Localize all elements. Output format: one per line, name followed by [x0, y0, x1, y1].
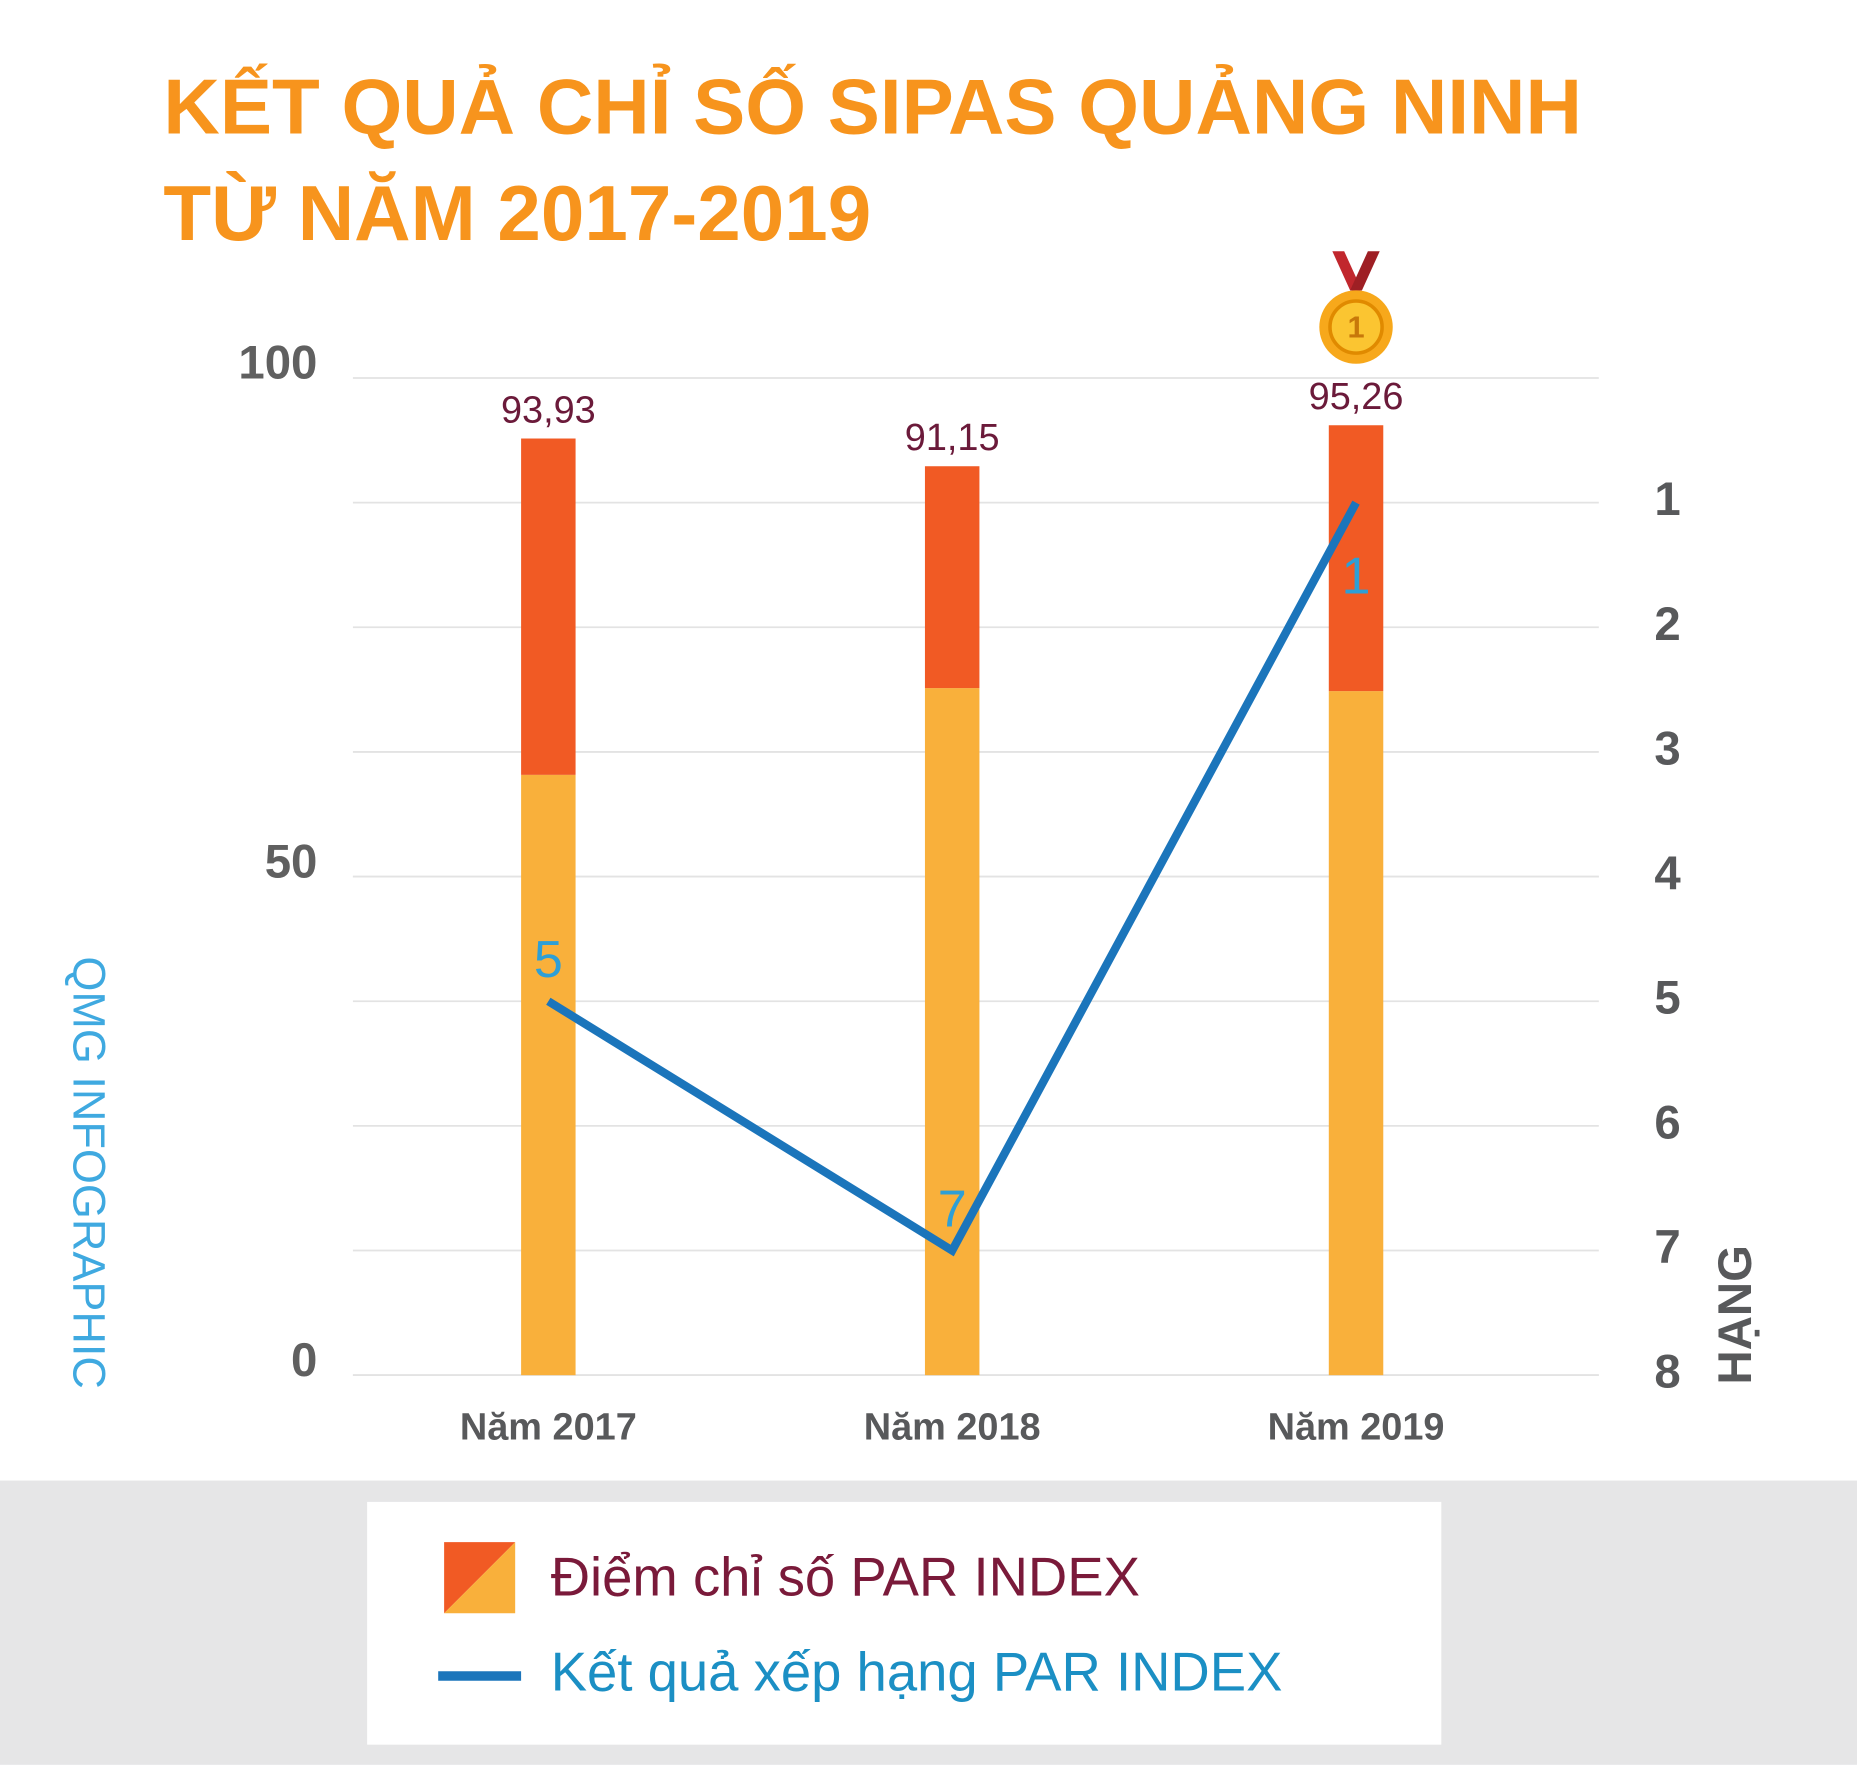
- value-label: 91,15: [905, 417, 1000, 459]
- legend-box: [367, 1501, 1442, 1745]
- legend-bar-swatch: [444, 1542, 516, 1614]
- y2-axis-label: HẠNG: [1709, 1245, 1762, 1384]
- chart-title: KẾT QUẢ CHỈ SỐ SIPAS QUẢNG NINH: [163, 62, 1582, 150]
- bar: [924, 466, 980, 689]
- legend-label: Điểm chỉ số PAR INDEX: [551, 1547, 1140, 1608]
- y2-tick-label: 4: [1654, 847, 1681, 900]
- bar: [521, 438, 576, 775]
- y-tick-label: 100: [238, 337, 317, 390]
- value-label: 1: [1342, 547, 1371, 605]
- bar-base: [924, 688, 980, 1376]
- y2-tick-label: 5: [1654, 972, 1680, 1025]
- svg-text:1: 1: [1347, 310, 1364, 345]
- value-label: 5: [534, 931, 563, 989]
- legend-label: Kết quả xếp hạng PAR INDEX: [551, 1641, 1283, 1702]
- x-tick-label: Năm 2019: [1268, 1407, 1445, 1449]
- y2-tick-label: 7: [1654, 1221, 1680, 1274]
- watermark: QMG INFOGRAPHIC: [63, 956, 114, 1389]
- chart-title: TỪ NĂM 2017-2019: [163, 169, 871, 257]
- y2-tick-label: 3: [1654, 722, 1680, 775]
- value-label: 7: [938, 1180, 967, 1238]
- y2-tick-label: 1: [1654, 473, 1680, 526]
- bar-base: [521, 774, 576, 1376]
- y-tick-label: 0: [291, 1334, 317, 1387]
- x-tick-label: Năm 2018: [864, 1407, 1041, 1449]
- value-label: 93,93: [501, 389, 596, 431]
- bar: [1328, 425, 1384, 692]
- y-tick-label: 50: [265, 835, 318, 888]
- x-tick-label: Năm 2017: [460, 1407, 637, 1449]
- line: [546, 500, 1360, 1257]
- value-label: 95,26: [1309, 376, 1404, 418]
- medal-icon: 1: [1319, 251, 1393, 364]
- y2-tick-label: 8: [1654, 1346, 1680, 1399]
- bar-base: [1328, 691, 1384, 1376]
- y2-tick-label: 6: [1654, 1096, 1680, 1149]
- y2-tick-label: 2: [1654, 598, 1680, 651]
